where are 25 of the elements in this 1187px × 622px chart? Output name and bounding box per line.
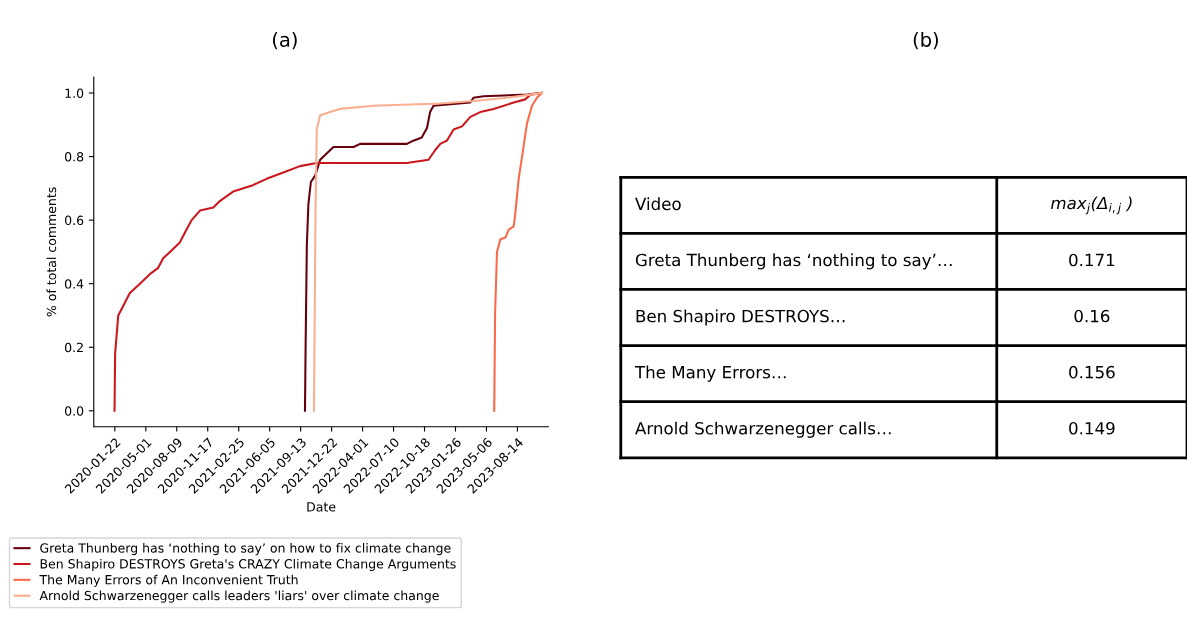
category-label: Ben Shapiro DESTROYS… bbox=[636, 309, 845, 326]
y-tick-label: 0.8 bbox=[65, 152, 84, 162]
legend-label: Ben Shapiro DESTROYS Greta's CRAZY Climate Change Arguments bbox=[40, 558, 456, 571]
text: Video bbox=[635, 197, 681, 211]
data-label: 0.149 bbox=[1069, 421, 1115, 435]
category-label: Arnold Schwarzenegger calls… bbox=[635, 421, 891, 438]
y-tick-label: 1.0 bbox=[65, 88, 84, 98]
y-tick-label: 0.2 bbox=[65, 342, 83, 353]
y-axis-title: % of total comments bbox=[46, 187, 57, 317]
category-label: Greta Thunberg has ‘nothing to say’… bbox=[635, 253, 952, 270]
legend-label: Greta Thunberg has ‘nothing to say’ on how to fix climate change bbox=[40, 543, 451, 556]
y-tick-label: 0.0 bbox=[65, 406, 84, 416]
chart-title: (a) bbox=[273, 31, 297, 50]
y-tick-label: 0.4 bbox=[65, 279, 84, 289]
legend-label: The Many Errors of An Inconvenient Truth bbox=[39, 574, 298, 587]
text: (b) bbox=[913, 31, 938, 50]
data-label: 0.171 bbox=[1069, 253, 1115, 267]
category-label: The Many Errors… bbox=[634, 365, 786, 382]
data-label: 0.156 bbox=[1069, 365, 1115, 379]
legend-label: Arnold Schwarzenegger calls leaders 'liars' over climate change bbox=[39, 590, 439, 603]
x-axis-title: Date bbox=[307, 502, 336, 512]
line-series bbox=[493, 91, 543, 412]
text: max$_{j}$(Δ$_{i,j}$ ) bbox=[1050, 196, 1132, 215]
data-label: 0.16 bbox=[1074, 309, 1110, 323]
y-tick-label: 0.6 bbox=[65, 215, 84, 226]
